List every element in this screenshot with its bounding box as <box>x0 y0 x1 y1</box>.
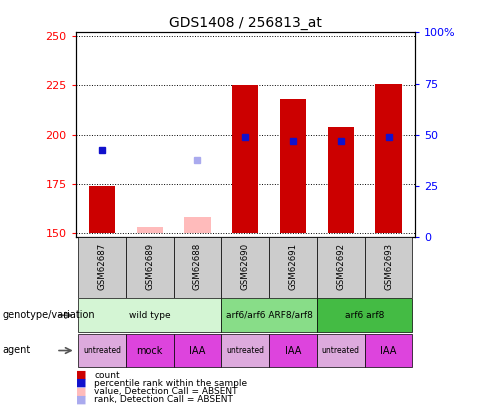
Text: GSM62693: GSM62693 <box>384 243 393 290</box>
Title: GDS1408 / 256813_at: GDS1408 / 256813_at <box>169 16 322 30</box>
Bar <box>232 85 258 233</box>
Text: ■: ■ <box>76 378 86 388</box>
Text: untreated: untreated <box>83 346 121 355</box>
Text: GSM62687: GSM62687 <box>98 243 106 290</box>
Text: GSM62691: GSM62691 <box>288 243 298 290</box>
Text: untreated: untreated <box>226 346 264 355</box>
Bar <box>174 334 222 367</box>
Bar <box>184 217 211 233</box>
Bar <box>78 237 126 298</box>
Text: ■: ■ <box>76 370 86 380</box>
Text: mock: mock <box>137 345 163 356</box>
Bar <box>269 334 317 367</box>
Text: percentile rank within the sample: percentile rank within the sample <box>94 379 247 388</box>
Bar <box>365 237 412 298</box>
Text: IAA: IAA <box>189 345 205 356</box>
Bar <box>327 127 354 233</box>
Bar <box>222 298 317 332</box>
Bar <box>317 334 365 367</box>
Text: arf6 arf8: arf6 arf8 <box>345 311 385 320</box>
Bar <box>78 334 126 367</box>
Bar <box>317 237 365 298</box>
Text: genotype/variation: genotype/variation <box>2 310 95 320</box>
Text: untreated: untreated <box>322 346 360 355</box>
Bar <box>317 298 412 332</box>
Bar <box>375 83 402 233</box>
Text: agent: agent <box>2 345 31 355</box>
Bar <box>222 237 269 298</box>
Text: GSM62692: GSM62692 <box>336 243 345 290</box>
Bar <box>78 298 222 332</box>
Bar <box>89 186 115 233</box>
Bar <box>280 99 306 233</box>
Text: wild type: wild type <box>129 311 170 320</box>
Bar <box>174 237 222 298</box>
Text: value, Detection Call = ABSENT: value, Detection Call = ABSENT <box>94 387 238 396</box>
Bar <box>126 237 174 298</box>
Text: GSM62690: GSM62690 <box>241 243 250 290</box>
Bar <box>137 227 163 233</box>
Text: GSM62689: GSM62689 <box>145 243 154 290</box>
Text: ■: ■ <box>76 394 86 404</box>
Text: GSM62688: GSM62688 <box>193 243 202 290</box>
Bar <box>269 237 317 298</box>
Bar <box>365 334 412 367</box>
Bar <box>222 334 269 367</box>
Text: IAA: IAA <box>380 345 397 356</box>
Text: arf6/arf6 ARF8/arf8: arf6/arf6 ARF8/arf8 <box>225 311 312 320</box>
Text: count: count <box>94 371 120 379</box>
Text: ■: ■ <box>76 386 86 396</box>
Text: IAA: IAA <box>285 345 301 356</box>
Bar <box>126 334 174 367</box>
Text: rank, Detection Call = ABSENT: rank, Detection Call = ABSENT <box>94 395 233 404</box>
